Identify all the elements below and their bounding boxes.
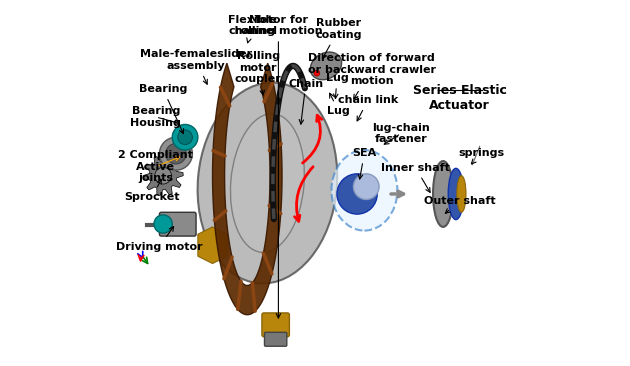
Text: SEA: SEA bbox=[352, 148, 377, 179]
Ellipse shape bbox=[198, 83, 337, 283]
Polygon shape bbox=[143, 156, 183, 195]
Ellipse shape bbox=[457, 176, 466, 212]
Text: Bearing
Housing: Bearing Housing bbox=[130, 106, 181, 128]
Text: Chain: Chain bbox=[289, 79, 323, 124]
FancyBboxPatch shape bbox=[262, 313, 289, 337]
Text: Motor for
rolling motion: Motor for rolling motion bbox=[234, 15, 322, 318]
Circle shape bbox=[337, 174, 377, 214]
Text: springs: springs bbox=[459, 148, 505, 164]
Text: Outer shaft: Outer shaft bbox=[424, 196, 495, 213]
Text: Flexible
channel: Flexible channel bbox=[228, 15, 277, 43]
Text: Inner shaft: Inner shaft bbox=[381, 163, 450, 193]
Ellipse shape bbox=[331, 150, 398, 231]
Circle shape bbox=[178, 130, 192, 145]
Ellipse shape bbox=[433, 161, 453, 227]
FancyBboxPatch shape bbox=[159, 212, 196, 236]
Ellipse shape bbox=[231, 114, 304, 252]
Text: Lug: Lug bbox=[328, 93, 350, 116]
Text: Sprocket: Sprocket bbox=[124, 179, 180, 202]
Text: Rubber
coating: Rubber coating bbox=[316, 18, 362, 59]
Text: Direction of forward
or backward crawler
motion: Direction of forward or backward crawler… bbox=[307, 53, 436, 99]
Circle shape bbox=[155, 167, 171, 184]
Text: lug-chain
fastener: lug-chain fastener bbox=[372, 123, 430, 144]
Circle shape bbox=[314, 70, 320, 76]
Circle shape bbox=[353, 174, 379, 199]
Text: chain link: chain link bbox=[338, 95, 398, 121]
Text: Rolling
motor
coupler: Rolling motor coupler bbox=[235, 51, 282, 95]
Text: Lug: Lug bbox=[326, 73, 348, 98]
Text: Bearing: Bearing bbox=[139, 84, 187, 134]
Text: Series Elastic
Actuator: Series Elastic Actuator bbox=[413, 84, 507, 112]
Ellipse shape bbox=[448, 168, 464, 220]
Ellipse shape bbox=[311, 52, 341, 80]
Circle shape bbox=[166, 143, 186, 164]
Polygon shape bbox=[198, 227, 227, 264]
Text: Male-femaleslider
assembly: Male-femaleslider assembly bbox=[140, 49, 252, 84]
Circle shape bbox=[172, 124, 198, 150]
PathPatch shape bbox=[212, 63, 282, 315]
Circle shape bbox=[154, 215, 172, 233]
Text: 2 Compliant
Active
joints: 2 Compliant Active joints bbox=[118, 150, 193, 183]
FancyBboxPatch shape bbox=[265, 332, 287, 346]
Circle shape bbox=[159, 137, 192, 170]
Text: Driving motor: Driving motor bbox=[116, 227, 203, 251]
